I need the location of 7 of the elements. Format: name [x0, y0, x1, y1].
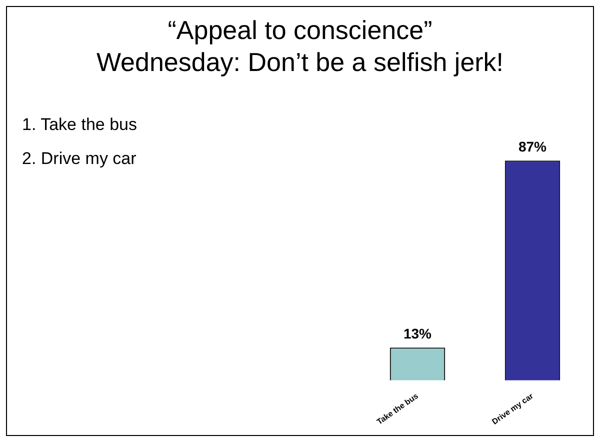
data-label: 87% [518, 138, 548, 154]
text: 2. Drive my car [22, 148, 137, 170]
text: 1. Take the bus [22, 114, 137, 136]
data-label: 13% [403, 325, 432, 342]
x-tick-label: Take the bus [375, 391, 420, 427]
chart-subtitle: Wednesday: Don’t be a selfish jerk! [95, 46, 505, 78]
chart-title: “Appeal to conscience” [166, 14, 434, 46]
